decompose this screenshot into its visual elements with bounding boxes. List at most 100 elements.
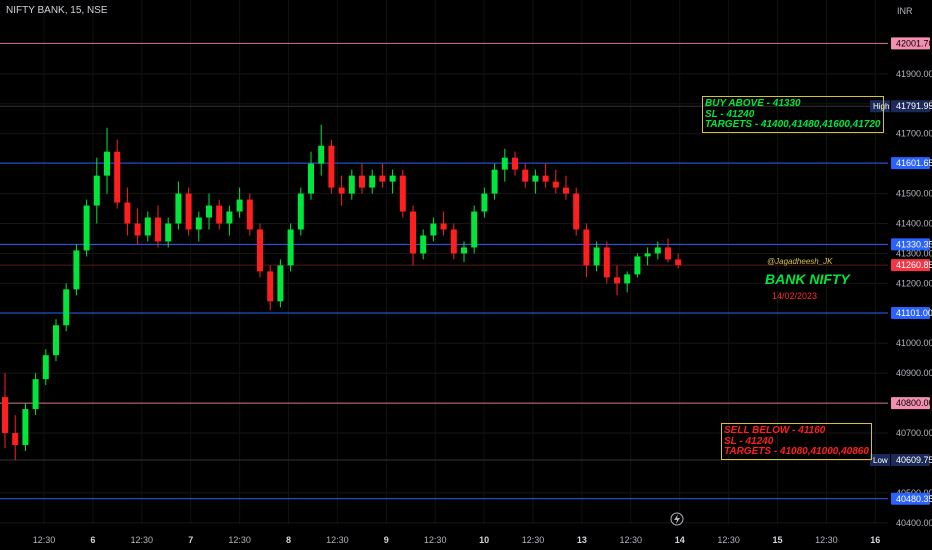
svg-text:42001.70: 42001.70	[896, 38, 932, 48]
lightning-icon[interactable]	[670, 512, 684, 526]
high-tag: High	[870, 100, 890, 113]
candle	[22, 403, 29, 451]
chart-date: 14/02/2023	[772, 291, 818, 301]
candle	[481, 187, 488, 218]
svg-text:40800.00: 40800.00	[896, 398, 932, 408]
candle	[267, 265, 274, 311]
candle	[471, 205, 478, 254]
candle	[410, 205, 416, 266]
candle	[603, 241, 610, 284]
price-level-badge[interactable]: 40800.00	[891, 397, 932, 410]
price-tick-label: 41400.00	[896, 219, 932, 229]
price-level-badge[interactable]: 41601.65	[891, 157, 932, 170]
candle	[644, 247, 651, 266]
candle	[63, 283, 70, 332]
price-tick-label: 41500.00	[896, 189, 932, 199]
author-label: @Jagadheesh_JK	[767, 257, 833, 266]
sell-line: SL - 41240	[724, 435, 774, 447]
price-axis[interactable]: 41900.0041800.0041700.0041500.0041400.00…	[870, 37, 932, 528]
time-tick-label: 12:30	[131, 535, 154, 545]
chart-title: BANK NIFTY	[765, 271, 850, 287]
candle	[563, 175, 569, 200]
candle	[165, 217, 172, 248]
price-tick-label: 40400.00	[896, 518, 932, 528]
candle	[583, 223, 590, 278]
sell-line: SELL BELOW - 41160	[724, 425, 826, 436]
time-tick-label: 12:30	[717, 535, 740, 545]
candle	[277, 259, 284, 308]
time-tick-label: 12:30	[228, 535, 251, 545]
candle	[104, 127, 110, 194]
symbol-label[interactable]: NIFTY BANK, 15, NSE	[6, 5, 108, 16]
buy-annotation: BUY ABOVE - 41330 SL - 41240 TARGETS - 4…	[702, 96, 884, 133]
time-tick-label: 12:30	[424, 535, 447, 545]
time-tick-label: 12:30	[522, 535, 545, 545]
candle	[155, 205, 161, 248]
candle	[593, 241, 600, 272]
candle	[450, 223, 457, 260]
candle	[185, 187, 192, 236]
price-level-badge[interactable]: 40609.75	[891, 454, 932, 467]
time-axis[interactable]: 12:30 6 12:30 7 12:30 8 12:30 9 12:30 10 12:30 13 12…	[33, 535, 881, 545]
candle	[348, 169, 355, 200]
currency-label: INR	[897, 6, 913, 16]
buy-line: BUY ABOVE - 41330	[705, 98, 801, 109]
candle	[522, 163, 529, 188]
sell-line: TARGETS - 41080,41000,40860	[724, 446, 869, 457]
candle	[624, 271, 631, 293]
candle	[297, 187, 304, 236]
candle	[195, 211, 202, 242]
candle	[236, 187, 243, 218]
candle	[491, 163, 498, 200]
price-tick-label: 40900.00	[896, 368, 932, 378]
low-tag: Low	[870, 454, 890, 467]
time-tick-label: 15	[772, 535, 782, 545]
candle	[379, 163, 386, 188]
buy-line: TARGETS - 41400,41480,41600,41720	[705, 119, 881, 130]
candle	[114, 139, 121, 209]
price-level-badge[interactable]: 41260.85	[891, 259, 932, 272]
candle	[73, 244, 80, 296]
candle	[573, 187, 580, 236]
svg-text:41791.95: 41791.95	[896, 101, 932, 111]
svg-text:High: High	[873, 102, 889, 111]
price-tick-label: 41200.00	[896, 278, 932, 288]
price-level-badge[interactable]: 41330.35	[891, 238, 932, 251]
price-level-badge[interactable]: 42001.70	[891, 37, 932, 50]
candle	[614, 265, 620, 296]
candle	[634, 253, 641, 278]
time-tick-label: 14	[675, 535, 685, 545]
candle	[665, 238, 671, 263]
time-tick-label: 8	[286, 535, 291, 545]
candle	[93, 157, 100, 224]
svg-text:40609.75: 40609.75	[896, 455, 932, 465]
candle	[246, 193, 253, 236]
time-tick-label: 7	[188, 535, 193, 545]
candle	[338, 175, 345, 206]
price-tick-label: 41300.00	[896, 248, 932, 258]
price-level-badge[interactable]: 40480.35	[891, 492, 932, 505]
price-tick-label: 41000.00	[896, 338, 932, 348]
candle	[461, 241, 467, 263]
svg-text:41260.85: 41260.85	[896, 260, 932, 270]
svg-text:41601.65: 41601.65	[896, 158, 932, 168]
horizontal-levels[interactable]	[0, 42, 888, 500]
price-tick-label: 41700.00	[896, 129, 932, 139]
candle	[440, 211, 447, 236]
time-tick-label: 9	[384, 535, 389, 545]
sell-annotation: SELL BELOW - 41160 SL - 41240 TARGETS - …	[721, 423, 872, 460]
candle	[328, 139, 335, 194]
svg-text:Low: Low	[873, 456, 888, 465]
candle	[675, 253, 682, 269]
candle	[552, 169, 559, 194]
time-tick-label: 13	[577, 535, 587, 545]
candle	[359, 163, 365, 194]
candle	[501, 148, 508, 182]
candle	[134, 208, 141, 245]
candle	[32, 373, 39, 416]
price-level-badge[interactable]: 41791.95	[891, 100, 932, 113]
candle	[654, 241, 661, 260]
buy-line: SL - 41240	[705, 108, 755, 120]
price-level-badge[interactable]: 41101.00	[891, 307, 932, 319]
